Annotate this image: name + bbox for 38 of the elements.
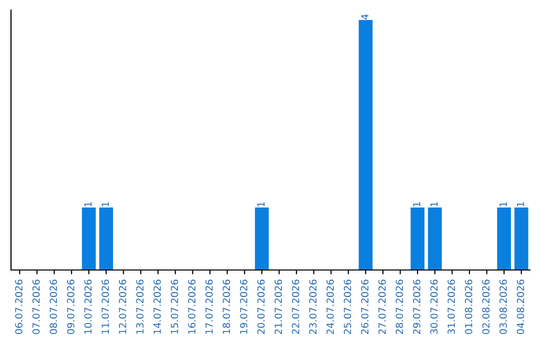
x-tick-label: 03.08.2026 bbox=[500, 280, 507, 334]
x-tick-label: 10.07.2026 bbox=[84, 280, 92, 334]
x-tick-label: 26.07.2026 bbox=[361, 280, 368, 334]
x-tick-label: 27.07.2026 bbox=[378, 280, 386, 334]
x-tick-label: 31.07.2026 bbox=[448, 280, 455, 334]
x-tick-label: 04.08.2026 bbox=[516, 280, 524, 334]
x-tick-label: 17.07.2026 bbox=[205, 280, 213, 334]
data-label: 4 bbox=[361, 14, 368, 20]
data-label: 1 bbox=[257, 202, 265, 206]
x-tick-label: 29.07.2026 bbox=[413, 280, 420, 334]
x-tick-label: 14.07.2026 bbox=[154, 280, 161, 334]
data-label: 1 bbox=[84, 202, 92, 206]
x-tick-label: 19.07.2026 bbox=[240, 280, 248, 334]
x-tick-label: 01.08.2026 bbox=[464, 280, 472, 334]
x-tick-label: 07.07.2026 bbox=[32, 280, 40, 334]
x-tick-label: 11.07.2026 bbox=[102, 280, 109, 334]
x-tick-label: 08.07.2026 bbox=[50, 280, 58, 334]
x-tick-label: 12.07.2026 bbox=[118, 280, 126, 334]
data-label: 1 bbox=[516, 202, 524, 206]
data-label: 1 bbox=[102, 202, 109, 206]
x-tick-label: 16.07.2026 bbox=[188, 280, 196, 334]
x-tick-label: 18.07.2026 bbox=[222, 280, 230, 334]
data-label: 1 bbox=[413, 202, 420, 206]
x-tick-label: 28.07.2026 bbox=[396, 280, 404, 334]
x-tick-label: 22.07.2026 bbox=[292, 280, 300, 334]
x-tick-label: 06.07.2026 bbox=[15, 280, 22, 334]
x-tick-label: 20.07.2026 bbox=[257, 280, 265, 334]
x-tick-label: 13.07.2026 bbox=[136, 280, 144, 334]
x-tick-label: 02.08.2026 bbox=[482, 280, 490, 334]
x-tick-label: 15.07.2026 bbox=[170, 280, 178, 334]
x-tick-label: 21.07.2026 bbox=[274, 280, 282, 334]
data-label: 1 bbox=[500, 202, 507, 206]
x-tick-label: 23.07.2026 bbox=[309, 280, 317, 334]
x-tick-label: 30.07.2026 bbox=[430, 280, 438, 334]
x-tick-label: 09.07.2026 bbox=[67, 280, 74, 334]
x-tick-label: 25.07.2026 bbox=[344, 280, 352, 334]
x-tick-label: 24.07.2026 bbox=[326, 280, 334, 334]
data-label: 1 bbox=[430, 202, 438, 206]
